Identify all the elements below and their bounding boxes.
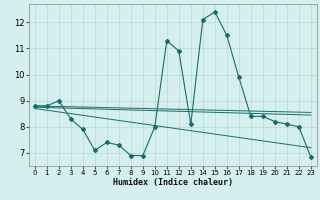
X-axis label: Humidex (Indice chaleur): Humidex (Indice chaleur): [113, 178, 233, 187]
